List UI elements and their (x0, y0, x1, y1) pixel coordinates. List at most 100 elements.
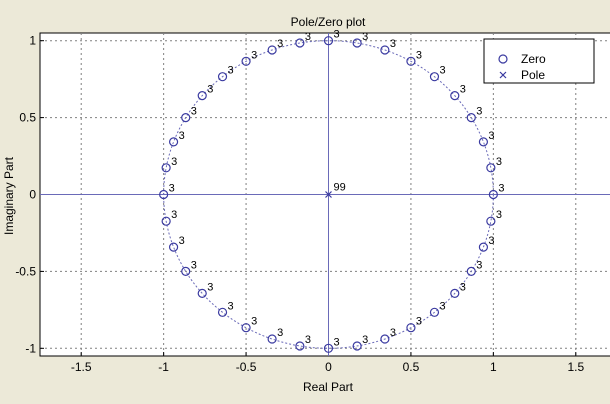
zero-multiplicity-label: 3 (277, 327, 283, 339)
zero-marker (486, 163, 496, 173)
zero-multiplicity-label: 3 (191, 259, 197, 271)
zero-multiplicity-label: 3 (416, 316, 422, 328)
zero-multiplicity-label: 3 (476, 106, 482, 118)
zero-multiplicity-label: 3 (334, 29, 340, 41)
x-tick-label: -1 (158, 360, 169, 374)
zero-marker (295, 38, 305, 48)
zero-marker (488, 189, 498, 200)
zero-multiplicity-label: 3 (390, 327, 396, 339)
zero-marker (450, 91, 460, 101)
legend: Zero Pole (483, 38, 595, 84)
zero-marker (267, 334, 277, 344)
zero-marker (161, 163, 171, 173)
zero-multiplicity-label: 3 (416, 49, 422, 61)
zero-marker (161, 216, 171, 226)
zero-marker (478, 242, 489, 252)
zero-multiplicity-label: 3 (207, 281, 213, 293)
zero-marker (181, 266, 191, 277)
zero-marker (168, 242, 179, 252)
x-tick-label: 1.5 (567, 360, 584, 374)
zero-multiplicity-label: 3 (496, 209, 502, 221)
pole-marker (325, 191, 332, 198)
zero-marker (241, 56, 251, 66)
x-tick-label: 0 (325, 360, 332, 374)
zero-multiplicity-label: 3 (179, 130, 185, 142)
zero-multiplicity-label: 3 (305, 334, 311, 346)
x-tick-label: 1 (490, 360, 497, 374)
zero-multiplicity-label: 3 (362, 31, 368, 43)
y-axis-label: Imaginary Part (2, 156, 16, 235)
zero-marker (429, 307, 440, 317)
zero-marker (466, 112, 476, 123)
x-axis-label: Real Part (303, 380, 354, 394)
zero-marker (181, 112, 191, 123)
y-tick-label: -0.5 (15, 264, 36, 278)
zero-marker (478, 137, 489, 147)
zero-marker (197, 288, 207, 298)
zero-multiplicity-label: 3 (488, 130, 494, 142)
zero-multiplicity-label: 3 (251, 49, 257, 61)
legend-zero-label: Zero (521, 52, 546, 66)
x-tick-label: -1.5 (71, 360, 92, 374)
y-tick-label: -1 (25, 341, 36, 355)
legend-zero-marker (498, 54, 508, 64)
zero-marker (380, 45, 390, 55)
zero-marker (429, 72, 440, 82)
zero-multiplicity-label: 3 (251, 316, 257, 328)
zero-multiplicity-label: 3 (277, 38, 283, 50)
zero-marker (486, 216, 496, 226)
zero-multiplicity-label: 3 (390, 38, 396, 50)
zero-multiplicity-label: 3 (439, 65, 445, 77)
zero-multiplicity-label: 3 (207, 84, 213, 96)
y-tick-label: 1 (29, 34, 36, 48)
zero-multiplicity-label: 3 (228, 65, 234, 77)
zero-multiplicity-label: 3 (171, 156, 177, 168)
zero-multiplicity-label: 3 (362, 334, 368, 346)
zero-marker (217, 307, 228, 317)
zero-multiplicity-label: 3 (439, 300, 445, 312)
zero-multiplicity-label: 3 (488, 235, 494, 247)
zero-multiplicity-label: 3 (334, 336, 340, 348)
zero-marker (295, 341, 305, 351)
zero-multiplicity-label: 3 (171, 209, 177, 221)
zero-marker (323, 343, 334, 353)
zero-multiplicity-label: 3 (191, 106, 197, 118)
zero-marker (197, 91, 207, 101)
zero-multiplicity-label: 3 (179, 235, 185, 247)
zero-marker (241, 323, 251, 333)
legend-pole-label: Pole (521, 68, 545, 82)
zero-marker (450, 288, 460, 298)
zero-marker (406, 56, 416, 66)
zero-multiplicity-label: 3 (460, 281, 466, 293)
zero-marker (352, 38, 362, 48)
zero-multiplicity-label: 3 (169, 183, 175, 195)
zero-multiplicity-label: 3 (498, 183, 504, 195)
zero-multiplicity-label: 3 (496, 156, 502, 168)
y-tick-label: 0.5 (19, 111, 36, 125)
unit-circle-group (163, 40, 494, 349)
zero-marker (168, 137, 179, 147)
zero-marker (406, 323, 416, 333)
zero-multiplicity-label: 3 (228, 300, 234, 312)
tick-labels: -1.5 -1 -0.5 0 0.5 1 1.5 -1 -0.5 0 0.5 1 (15, 34, 584, 374)
zero-multiplicity-label: 3 (460, 84, 466, 96)
x-tick-label: 0.5 (403, 360, 420, 374)
zero-multiplicity-label: 3 (476, 259, 482, 271)
zero-marker (466, 266, 476, 277)
legend-pole-marker (499, 71, 507, 79)
zero-marker (323, 36, 334, 46)
unit-circle (163, 40, 494, 349)
zero-multiplicity-label: 3 (305, 31, 311, 43)
y-tick-label: 0 (29, 188, 36, 202)
zero-marker (352, 341, 362, 351)
chart-title: Pole/Zero plot (291, 15, 366, 29)
zero-marker (380, 334, 390, 344)
legend-zero-symbol (498, 54, 508, 64)
zero-marker (267, 45, 277, 55)
zero-marker (159, 189, 169, 200)
x-tick-label: -0.5 (236, 360, 257, 374)
pole-multiplicity-label: 99 (334, 182, 346, 194)
